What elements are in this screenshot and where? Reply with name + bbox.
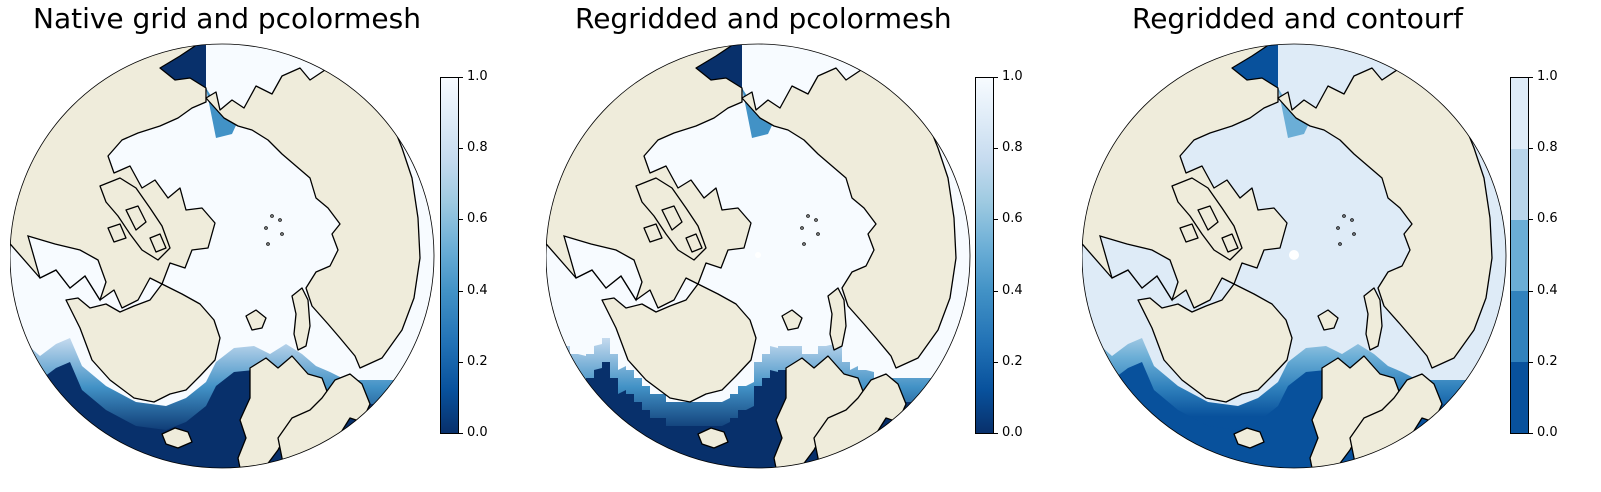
land-greenland xyxy=(1137,283,1293,403)
land-svalbard xyxy=(1317,309,1339,331)
land-iceland xyxy=(1233,427,1265,449)
land-asia xyxy=(1277,67,1493,369)
tick-label: 0.4 xyxy=(1537,282,1558,298)
tick-label: 0.6 xyxy=(1537,211,1558,227)
land-novaya xyxy=(827,287,847,351)
tick-mark xyxy=(994,290,998,292)
tick-label: 0.6 xyxy=(1002,211,1023,227)
land-island2 xyxy=(1179,223,1199,243)
hudson-bay xyxy=(563,235,643,302)
tick-label: 0.0 xyxy=(1002,425,1023,440)
colorbar xyxy=(1510,77,1529,434)
tick-mark xyxy=(459,433,463,434)
panel-title: Regridded and contourf xyxy=(1132,2,1464,35)
land-island3 xyxy=(149,233,167,253)
map-boundary xyxy=(1082,43,1507,469)
tick-label: 0.8 xyxy=(1002,140,1023,156)
tick-mark xyxy=(459,219,463,221)
tick-label: 0.0 xyxy=(1537,425,1558,440)
land-greenland xyxy=(601,283,757,403)
land-svalbard xyxy=(245,309,267,331)
polar-map xyxy=(1082,43,1507,469)
tick-mark xyxy=(1529,361,1533,363)
map-boundary xyxy=(10,43,435,469)
tick-label: 0.8 xyxy=(1537,140,1558,156)
tick-mark xyxy=(994,148,998,150)
polar-map xyxy=(546,43,971,469)
colorbar xyxy=(440,77,459,434)
tick-label: 1.0 xyxy=(467,69,488,84)
tick-label: 1.0 xyxy=(1002,69,1023,84)
tick-mark xyxy=(1529,77,1533,78)
land-island2 xyxy=(107,223,127,243)
tick-mark xyxy=(459,148,463,150)
land-iceland xyxy=(161,427,193,449)
colorbar xyxy=(975,77,994,434)
tick-mark xyxy=(1529,219,1533,221)
tick-mark xyxy=(459,77,463,78)
land-island1 xyxy=(1197,205,1219,231)
colorbar-ticks: 0.0 0.2 0.4 0.6 0.8 1.0 xyxy=(994,69,1054,440)
tick-label: 0.2 xyxy=(1002,353,1023,369)
tick-label: 0.6 xyxy=(467,211,488,227)
tick-mark xyxy=(994,77,998,78)
tick-label: 0.2 xyxy=(467,353,488,369)
pole-hole xyxy=(755,252,761,258)
tick-mark xyxy=(1529,290,1533,292)
tick-label: 0.0 xyxy=(467,425,488,440)
tick-label: 0.8 xyxy=(467,140,488,156)
panel-native-pcolormesh: Native grid and pcolormesh 0.0 0.2 0.4 0.6 0… xyxy=(0,0,533,492)
land-island1 xyxy=(661,205,683,231)
hudson-bay xyxy=(27,235,107,302)
tick-mark xyxy=(994,433,998,434)
tick-label: 0.4 xyxy=(1002,282,1023,298)
land-iceland xyxy=(697,427,729,449)
panel-title: Regridded and pcolormesh xyxy=(575,2,952,35)
tick-mark xyxy=(994,361,998,363)
land-svalbard xyxy=(781,309,803,331)
land-asia xyxy=(741,67,957,369)
pole-hole xyxy=(1289,250,1299,260)
map-layers xyxy=(1082,44,1506,468)
tick-mark xyxy=(459,290,463,292)
land-greenland xyxy=(65,283,221,403)
map-boundary xyxy=(546,43,971,469)
panel-title: Native grid and pcolormesh xyxy=(33,2,421,35)
panel-regridded-pcolormesh: Regridded and pcolormesh 0.0 0.2 0.4 0.6 0.8… xyxy=(536,0,1069,492)
tick-label: 0.2 xyxy=(1537,353,1558,369)
tick-mark xyxy=(994,219,998,221)
hudson-bay xyxy=(1099,235,1179,302)
tick-mark xyxy=(1529,148,1533,150)
land-island3 xyxy=(1221,233,1239,253)
tick-label: 1.0 xyxy=(1537,69,1558,84)
map-layers xyxy=(10,44,434,468)
panel-regridded-contourf: Regridded and contourf 0.0 0.2 0.4 0.6 0.8 1.… xyxy=(1072,0,1601,492)
land-island3 xyxy=(685,233,703,253)
land-novaya xyxy=(1363,287,1383,351)
map-layers xyxy=(546,44,970,468)
land-asia xyxy=(205,67,421,369)
colorbar-ticks: 0.0 0.2 0.4 0.6 0.8 1.0 xyxy=(1529,69,1589,440)
tick-mark xyxy=(459,361,463,363)
land-island2 xyxy=(643,223,663,243)
colorbar-ticks: 0.0 0.2 0.4 0.6 0.8 1.0 xyxy=(459,69,519,440)
tick-mark xyxy=(1529,433,1533,434)
tick-label: 0.4 xyxy=(467,282,488,298)
polar-map xyxy=(10,43,435,469)
land-novaya xyxy=(291,287,311,351)
land-island1 xyxy=(125,205,147,231)
